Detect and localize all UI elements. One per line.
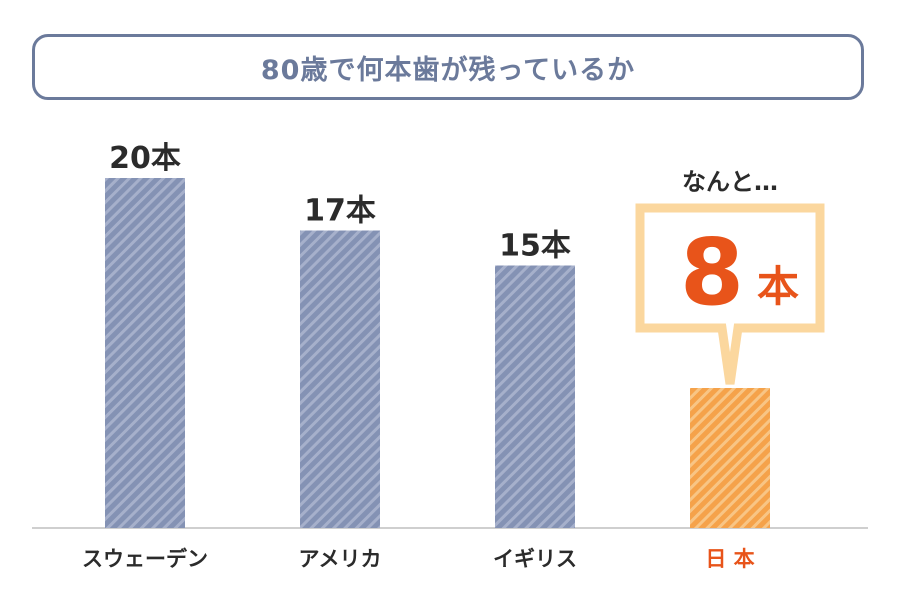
- category-label-4: 日 本: [705, 547, 754, 571]
- bar-4: [690, 388, 770, 528]
- bar-1: [105, 178, 185, 528]
- bar-2: [300, 230, 380, 528]
- highlight-note: なんと…: [682, 168, 778, 196]
- bar-3: [495, 265, 575, 528]
- category-label-2: アメリカ: [299, 547, 382, 571]
- callout-box: [635, 203, 825, 385]
- category-label-1: スウェーデン: [82, 547, 208, 571]
- value-label-2: 17本: [304, 194, 376, 229]
- category-label-3: イギリス: [493, 547, 577, 571]
- title-box: 80歳で何本歯が残っているか: [32, 34, 864, 100]
- value-label-3: 15本: [499, 229, 571, 264]
- value-label-1: 20本: [109, 141, 181, 176]
- chart-title: 80歳で何本歯が残っているか: [260, 54, 636, 86]
- highlight-unit: 本: [757, 262, 799, 311]
- highlight-value: 8: [680, 219, 744, 326]
